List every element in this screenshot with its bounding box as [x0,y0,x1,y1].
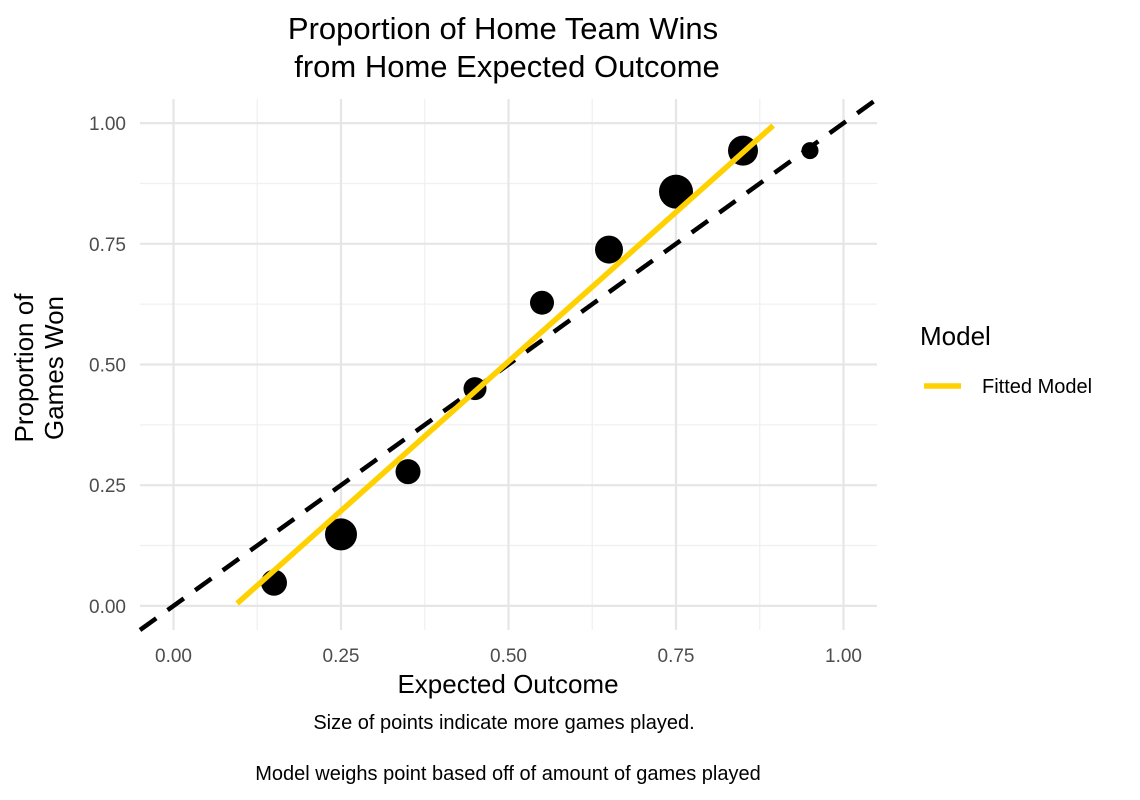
y-axis-title-line-2: Games Won [39,296,69,440]
y-axis-title-line-1: Proportion of [9,293,39,443]
x-tick-label: 0.50 [490,646,527,667]
points-layer [261,135,819,596]
data-point [325,518,357,551]
y-tick-label: 1.00 [89,114,126,135]
y-axis-title: Proportion of Games Won [9,293,69,443]
chart-title-line-1: Proportion of Home Team Wins [288,11,718,46]
x-axis-title: Expected Outcome [397,669,618,699]
x-tick-labels: 0.00 0.25 0.50 0.75 1.00 [155,646,862,667]
x-tick-label: 0.00 [155,646,192,667]
x-tick-label: 0.75 [658,646,695,667]
y-tick-label: 0.25 [89,476,126,497]
data-point [395,459,421,485]
y-tick-labels: 0.00 0.25 0.50 0.75 1.00 [89,114,126,618]
chart-title-line-2: from Home Expected Outcome [294,49,720,84]
data-point [530,290,554,315]
caption-line-2: Model weighs point based off of amount o… [255,763,761,785]
x-tick-label: 0.25 [323,646,360,667]
x-tick-label: 1.00 [825,646,862,667]
y-tick-label: 0.75 [89,235,126,256]
data-point [659,174,693,209]
fitted-line-layer [235,123,775,606]
caption-line-1: Size of points indicate more games playe… [313,712,694,734]
legend-label-fitted-model: Fitted Model [982,376,1092,398]
legend: Model Fitted Model [920,321,1092,398]
y-tick-label: 0.00 [89,597,126,618]
fitted-model-line [235,123,775,606]
data-point [801,142,819,160]
data-point [595,235,623,264]
y-tick-label: 0.50 [89,356,126,377]
legend-title: Model [920,321,991,351]
